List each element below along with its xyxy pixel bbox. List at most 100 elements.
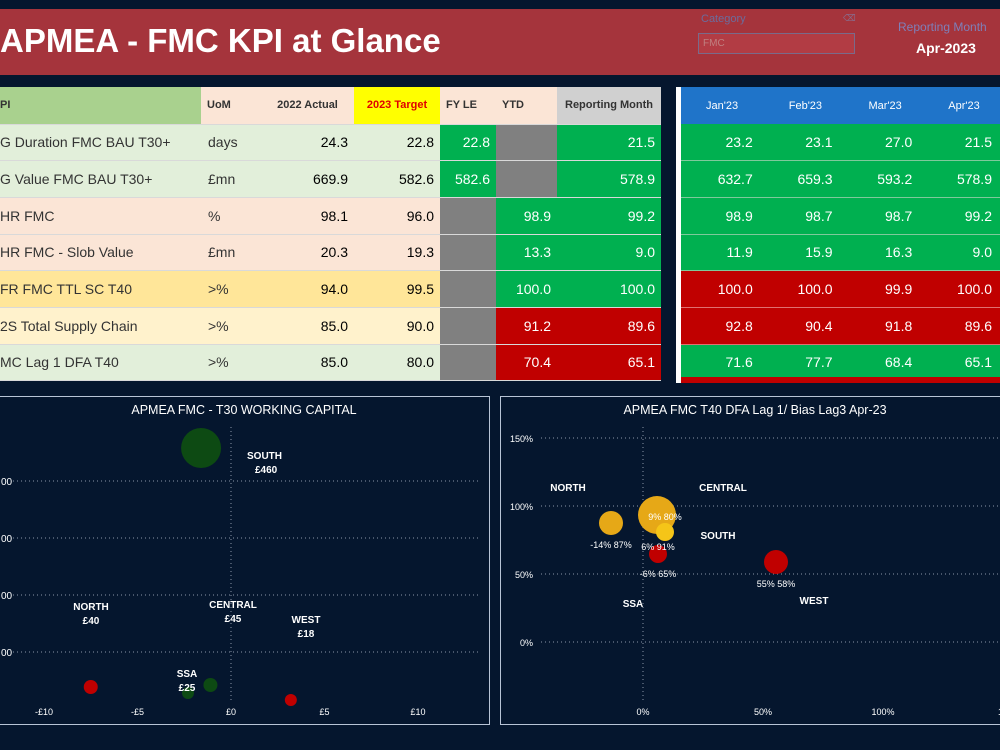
x-tick-label: 0% bbox=[636, 707, 649, 717]
monthly-table-header: Jan'23 Feb'23 Mar'23 Apr'23 bbox=[681, 87, 1000, 124]
bubble-ssa bbox=[181, 687, 194, 699]
monthly-table-overflow-row bbox=[681, 377, 1000, 383]
month-value-cell: 98.9 bbox=[681, 197, 761, 235]
target-2023-cell: 22.8 bbox=[354, 124, 440, 162]
fy-le-cell bbox=[440, 234, 496, 272]
target-2023-cell: 582.6 bbox=[354, 160, 440, 198]
x-tick-label: -£5 bbox=[131, 707, 144, 717]
kpi-table-header: PI UoM 2022 Actual 2023 Target FY LE YTD… bbox=[0, 87, 661, 125]
uom-cell: % bbox=[201, 197, 261, 235]
bubble-north bbox=[83, 680, 98, 694]
y-tick-label: 00 bbox=[1, 534, 13, 545]
kpi-row[interactable]: MC Lag 1 DFA T40 >% 85.0 80.0 70.4 65.1 bbox=[0, 344, 661, 382]
reporting-month-header[interactable]: Reporting Month bbox=[557, 87, 661, 125]
bubble-value-label: 9% 80% bbox=[648, 512, 682, 522]
actual-2022-header[interactable]: 2022 Actual bbox=[261, 87, 354, 125]
monthly-row[interactable]: 632.7 659.3 593.2 578.9 bbox=[681, 160, 1000, 198]
month-value-cell: 100.0 bbox=[760, 270, 841, 308]
y-tick-label: 0% bbox=[520, 638, 533, 648]
month-value-cell: 578.9 bbox=[920, 160, 1000, 198]
dfa-bias-chart[interactable]: APMEA FMC T40 DFA Lag 1/ Bias Lag3 Apr-2… bbox=[500, 396, 1000, 725]
kpi-row[interactable]: 2S Total Supply Chain >% 85.0 90.0 91.2 89.6 bbox=[0, 307, 661, 345]
bubble-name-label: NORTH bbox=[73, 602, 109, 613]
bubble-south bbox=[656, 523, 674, 541]
bubble-name-label: SSA bbox=[177, 669, 198, 680]
bubble-name-label: SOUTH bbox=[701, 531, 736, 542]
kpi-name-cell: HR FMC - Slob Value bbox=[0, 234, 201, 272]
fy-le-cell: 22.8 bbox=[440, 124, 496, 162]
uom-header[interactable]: UoM bbox=[201, 87, 261, 125]
kpi-header[interactable]: PI bbox=[0, 87, 201, 125]
month-value-cell: 98.7 bbox=[760, 197, 841, 235]
monthly-row[interactable]: 92.8 90.4 91.8 89.6 bbox=[681, 307, 1000, 345]
uom-cell: >% bbox=[201, 307, 261, 345]
bubble-value-label: -14% 87% bbox=[590, 540, 632, 550]
kpi-row[interactable]: HR FMC - Slob Value £mn 20.3 19.3 13.3 9.0 bbox=[0, 234, 661, 272]
x-tick-label: £5 bbox=[319, 707, 329, 717]
month-value-cell: 100.0 bbox=[920, 270, 1000, 308]
month-value-cell: 15.9 bbox=[760, 234, 841, 272]
monthly-row[interactable]: 23.2 23.1 27.0 21.5 bbox=[681, 124, 1000, 162]
monthly-row[interactable]: 71.6 77.7 68.4 65.1 bbox=[681, 344, 1000, 382]
actual-2022-cell: 94.0 bbox=[261, 270, 354, 308]
reporting-month-cell: 100.0 bbox=[557, 270, 661, 308]
bubble-value-label: £45 bbox=[225, 614, 242, 625]
month-value-cell: 92.8 bbox=[681, 307, 761, 345]
bubble-west bbox=[284, 694, 297, 706]
working-capital-chart[interactable]: APMEA FMC - T30 WORKING CAPITAL 00 00 00 00… bbox=[0, 396, 490, 725]
x-tick-label: 50% bbox=[754, 707, 772, 717]
monthly-row[interactable]: 98.9 98.7 98.7 99.2 bbox=[681, 197, 1000, 235]
month-value-cell: 99.2 bbox=[920, 197, 1000, 235]
bubble-value-label: £25 bbox=[179, 683, 196, 694]
category-clear-icon[interactable]: ⌫ bbox=[843, 13, 856, 23]
monthly-row[interactable]: 100.0 100.0 99.9 100.0 bbox=[681, 270, 1000, 308]
fy-le-cell bbox=[440, 197, 496, 235]
ytd-cell: 70.4 bbox=[496, 344, 557, 382]
actual-2022-cell: 20.3 bbox=[261, 234, 354, 272]
month-value-cell: 21.5 bbox=[920, 124, 1000, 162]
bubble-north bbox=[599, 511, 623, 535]
kpi-table: PI UoM 2022 Actual 2023 Target FY LE YTD… bbox=[0, 87, 661, 382]
kpi-row[interactable]: FR FMC TTL SC T40 >% 94.0 99.5 100.0 100.0 bbox=[0, 270, 661, 308]
reporting-month-value: Apr-2023 bbox=[916, 40, 976, 56]
ytd-cell: 91.2 bbox=[496, 307, 557, 345]
target-2023-cell: 90.0 bbox=[354, 307, 440, 345]
reporting-month-cell: 99.2 bbox=[557, 197, 661, 235]
ytd-cell bbox=[496, 124, 557, 162]
month-value-cell: 100.0 bbox=[681, 270, 761, 308]
month-header[interactable]: Feb'23 bbox=[760, 87, 841, 124]
y-tick-label: 00 bbox=[1, 591, 13, 602]
chart-title: APMEA FMC T40 DFA Lag 1/ Bias Lag3 Apr-2… bbox=[623, 403, 887, 417]
reporting-month-cell: 65.1 bbox=[557, 344, 661, 382]
month-value-cell: 632.7 bbox=[681, 160, 761, 198]
month-header[interactable]: Jan'23 bbox=[681, 87, 761, 124]
reporting-month-cell: 89.6 bbox=[557, 307, 661, 345]
fy-le-cell bbox=[440, 307, 496, 345]
kpi-row[interactable]: G Value FMC BAU T30+ £mn 669.9 582.6 582.6 57… bbox=[0, 160, 661, 198]
month-value-cell: 98.7 bbox=[840, 197, 921, 235]
category-select[interactable]: FMC bbox=[698, 33, 855, 54]
actual-2022-cell: 98.1 bbox=[261, 197, 354, 235]
kpi-row[interactable]: G Duration FMC BAU T30+ days 24.3 22.8 22.8 2… bbox=[0, 124, 661, 162]
fy-le-header[interactable]: FY LE bbox=[440, 87, 496, 125]
fy-le-cell bbox=[440, 270, 496, 308]
kpi-name-cell: 2S Total Supply Chain bbox=[0, 307, 201, 345]
target-2023-header[interactable]: 2023 Target bbox=[354, 87, 440, 125]
ytd-header[interactable]: YTD bbox=[496, 87, 557, 125]
fy-le-cell: 582.6 bbox=[440, 160, 496, 198]
month-header[interactable]: Mar'23 bbox=[840, 87, 921, 124]
monthly-table: Jan'23 Feb'23 Mar'23 Apr'23 23.2 23.1 27.0… bbox=[681, 87, 1000, 382]
bubble-central bbox=[203, 678, 218, 692]
reporting-month-cell: 9.0 bbox=[557, 234, 661, 272]
x-tick-label: £0 bbox=[226, 707, 236, 717]
kpi-name-cell: G Duration FMC BAU T30+ bbox=[0, 124, 201, 162]
x-tick-label: 100% bbox=[871, 707, 894, 717]
bubble-value-label: 55% 58% bbox=[757, 579, 796, 589]
month-value-cell: 89.6 bbox=[920, 307, 1000, 345]
kpi-row[interactable]: HR FMC% 98.1 96.0 98.9 99.2 bbox=[0, 197, 661, 235]
category-label: Category bbox=[701, 13, 746, 25]
y-tick-label: 100% bbox=[510, 502, 533, 512]
monthly-row[interactable]: 11.9 15.9 16.3 9.0 bbox=[681, 234, 1000, 272]
month-header[interactable]: Apr'23 bbox=[920, 87, 1000, 124]
month-value-cell: 11.9 bbox=[681, 234, 761, 272]
